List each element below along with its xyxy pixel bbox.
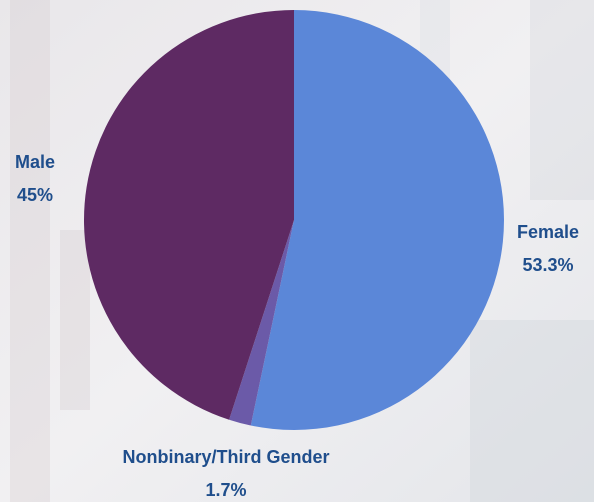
slice-label: Nonbinary/Third Gender (122, 447, 329, 467)
pie (84, 10, 504, 430)
slice-value-label: 53.3% (522, 255, 573, 275)
slice-label: Female (517, 222, 579, 242)
slice-value-label: 1.7% (205, 480, 246, 500)
chart: Female 53.3% Nonbinary/Third Gender 1.7% Mal… (0, 0, 594, 502)
slice-label: Male (15, 152, 55, 172)
slice-value-label: 45% (17, 185, 53, 205)
